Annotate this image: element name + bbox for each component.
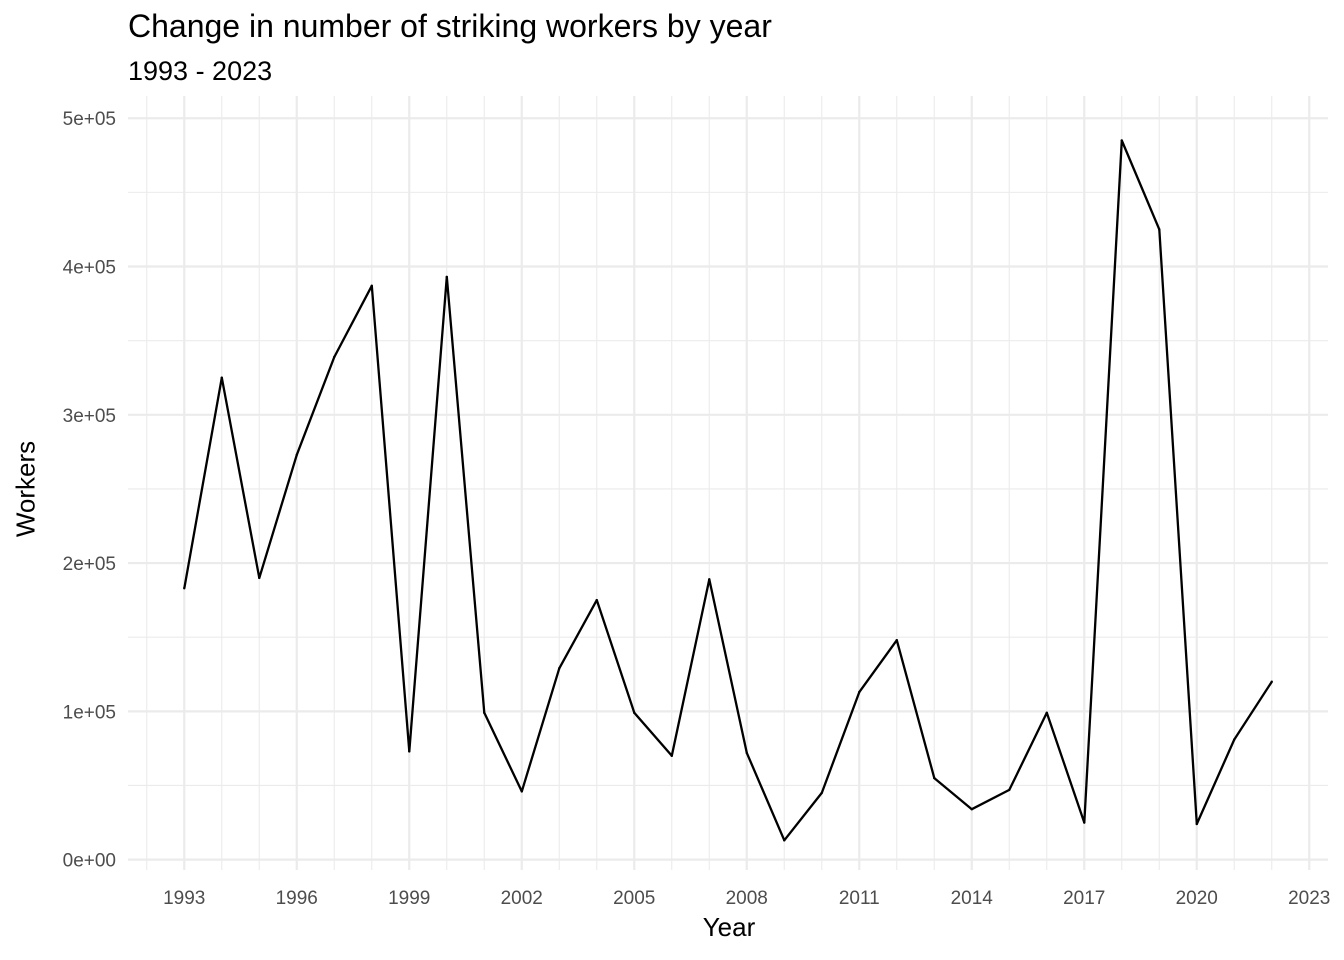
x-tick-label: 1993 [163, 888, 205, 909]
x-tick-label: 2002 [501, 888, 543, 909]
x-axis-title: Year [702, 912, 756, 942]
data-point [1008, 788, 1011, 792]
y-tick-label: 3e+05 [63, 406, 116, 427]
data-point [183, 587, 186, 590]
data-point [370, 284, 373, 287]
x-tick-label: 2017 [1063, 888, 1105, 909]
data-point [895, 638, 898, 642]
data-point [558, 667, 561, 670]
data-point [933, 776, 936, 780]
data-point [1270, 680, 1273, 683]
series-layer [183, 139, 1273, 842]
x-tick-label: 2011 [839, 888, 880, 909]
data-point [483, 711, 486, 715]
chart-title: Change in number of striking workers by … [128, 8, 772, 44]
data-point [220, 376, 223, 379]
data-point [1083, 821, 1086, 824]
series-line [183, 139, 1273, 842]
data-point [820, 791, 823, 795]
y-tick-label: 1e+05 [63, 702, 116, 723]
x-tick-label: 2014 [951, 888, 994, 909]
data-point [258, 576, 261, 580]
y-tick-label: 0e+00 [63, 851, 116, 872]
y-axis-ticks: 0e+00 1e+05 2e+05 3e+05 4e+05 5e+05 [63, 109, 116, 871]
x-tick-label: 2020 [1176, 888, 1218, 909]
data-point [708, 578, 711, 581]
y-tick-label: 2e+05 [63, 554, 116, 575]
data-point [670, 754, 673, 758]
data-point [408, 750, 411, 753]
data-point [745, 751, 748, 755]
data-point [1158, 228, 1161, 231]
data-point [1195, 822, 1198, 826]
x-tick-label: 2005 [613, 888, 655, 909]
y-axis-title: Workers [10, 440, 41, 538]
data-point [333, 355, 336, 359]
x-axis-ticks: 1993 1996 1999 2002 2005 2008 2011 2014 2017 2020… [163, 888, 1330, 909]
data-point [858, 690, 861, 694]
x-tick-label: 1996 [276, 888, 318, 909]
data-point [970, 808, 973, 811]
minor-gridlines [128, 96, 1328, 870]
data-point [1045, 711, 1048, 715]
y-tick-label: 5e+05 [63, 109, 116, 130]
data-point [445, 275, 448, 279]
x-tick-label: 2008 [726, 888, 768, 909]
data-point [295, 453, 298, 457]
y-tick-label: 4e+05 [63, 258, 116, 279]
data-point [1233, 738, 1236, 741]
data-point [520, 790, 523, 793]
x-tick-label: 2023 [1288, 888, 1330, 909]
chart-subtitle: 1993 - 2023 [128, 56, 273, 86]
data-point [783, 839, 786, 842]
data-point [633, 711, 636, 715]
x-tick-label: 1999 [388, 888, 430, 909]
data-point [1120, 139, 1123, 142]
major-gridlines [128, 96, 1328, 870]
data-point [595, 598, 598, 602]
